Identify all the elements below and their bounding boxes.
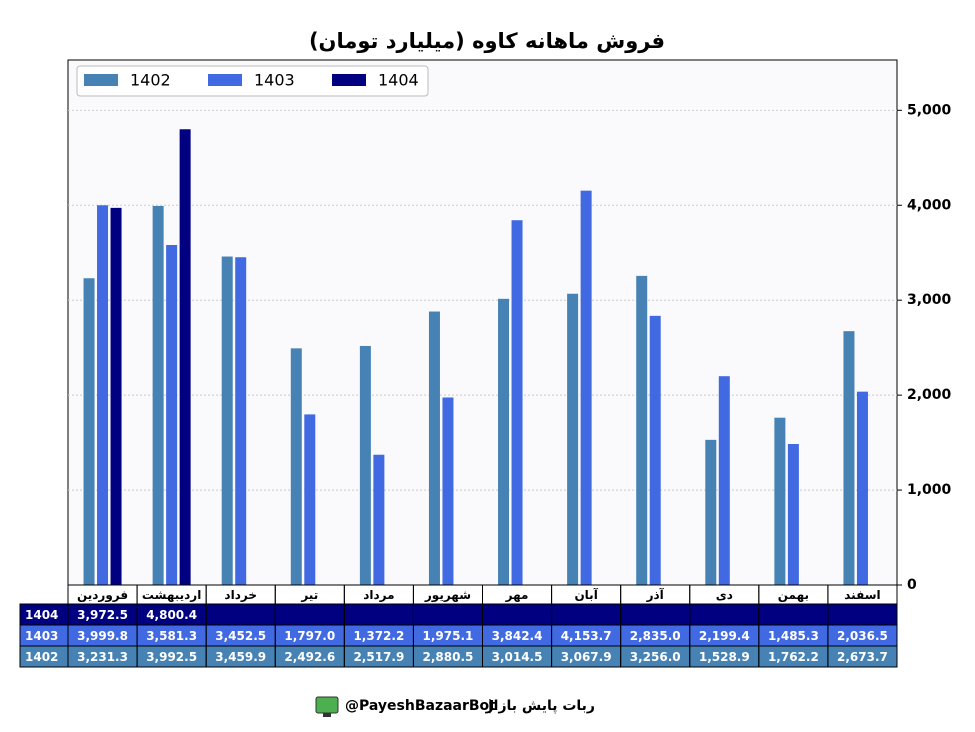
legend xyxy=(76,65,429,97)
table-value: 3,459.9 xyxy=(215,650,266,664)
table-cell xyxy=(827,645,898,668)
table-value: 3,067.9 xyxy=(561,650,612,664)
bar xyxy=(567,293,579,585)
legend-label: 1402 xyxy=(130,71,171,90)
footer-handle: @PayeshBazaarBot xyxy=(345,698,496,714)
table-value: 2,835.0 xyxy=(630,629,681,643)
table-value: 3,256.0 xyxy=(630,650,681,664)
table-value: 3,231.3 xyxy=(77,650,128,664)
table-value: 3,972.5 xyxy=(77,608,128,622)
bar xyxy=(856,391,868,585)
category-label: فروردین xyxy=(77,588,128,603)
table-value: 1,485.3 xyxy=(768,629,819,643)
row-label: 1404 xyxy=(25,608,58,622)
bar xyxy=(97,205,109,585)
table-value: 2,880.5 xyxy=(423,650,474,664)
table-value: 1,762.2 xyxy=(768,650,819,664)
legend-swatch xyxy=(332,74,366,86)
bar xyxy=(787,443,799,585)
table-value: 2,673.7 xyxy=(837,650,888,664)
table-value: 3,452.5 xyxy=(215,629,266,643)
legend-label: 1404 xyxy=(378,71,419,90)
row-label: 1403 xyxy=(25,629,58,643)
y-tick-label: 4,000 xyxy=(907,197,952,213)
footer-name: ربات پایش بازار xyxy=(485,698,595,714)
bar xyxy=(843,331,855,585)
row-label: 1402 xyxy=(25,650,58,664)
category-label: اسفند xyxy=(844,588,880,602)
bar xyxy=(580,190,592,586)
category-label: آبان xyxy=(574,587,598,602)
bar xyxy=(359,345,371,585)
table-value: 4,800.4 xyxy=(146,608,197,622)
bar xyxy=(718,376,730,585)
table-value: 2,199.4 xyxy=(699,629,750,643)
y-tick-label: 0 xyxy=(907,577,917,593)
bar xyxy=(83,278,95,585)
bar xyxy=(221,256,233,585)
table-value: 3,842.4 xyxy=(492,629,543,643)
bar xyxy=(179,129,191,586)
category-label: خرداد xyxy=(224,588,257,602)
bar xyxy=(636,275,648,585)
bar xyxy=(442,397,454,585)
bar xyxy=(166,245,178,585)
bar xyxy=(152,205,164,585)
category-label: مهر xyxy=(505,588,529,602)
legend-label: 1403 xyxy=(254,71,295,90)
footer-separator: | xyxy=(488,698,493,714)
plot-area xyxy=(67,59,898,586)
table-value: 3,999.8 xyxy=(77,629,128,643)
table-value: 1,797.0 xyxy=(284,629,335,643)
table-value: 3,014.5 xyxy=(492,650,543,664)
table-value: 2,036.5 xyxy=(837,629,888,643)
category-label: اردیبهشت xyxy=(142,588,201,602)
table-value: 1,528.9 xyxy=(699,650,750,664)
y-tick-label: 2,000 xyxy=(907,387,952,403)
bar xyxy=(428,311,440,585)
table-value: 1,372.2 xyxy=(353,629,404,643)
table-value: 3,581.3 xyxy=(146,629,197,643)
y-tick-label: 3,000 xyxy=(907,292,952,308)
bar xyxy=(649,315,661,585)
bar xyxy=(774,417,786,585)
bar xyxy=(290,348,302,585)
category-label: مرداد xyxy=(363,588,394,602)
bar xyxy=(511,220,523,585)
y-tick-label: 1,000 xyxy=(907,482,952,498)
table-value: 3,992.5 xyxy=(146,650,197,664)
icon xyxy=(323,713,331,717)
bar xyxy=(304,414,316,585)
bar xyxy=(498,298,510,585)
category-label: تیر xyxy=(300,588,318,602)
legend-swatch xyxy=(208,74,242,86)
category-label: آذر xyxy=(646,587,665,602)
bar xyxy=(235,257,247,585)
category-label: بهمن xyxy=(778,588,809,602)
y-tick-label: 5,000 xyxy=(907,102,952,118)
bar xyxy=(110,207,122,585)
category-label: دی xyxy=(716,588,733,602)
chart-title: فروش ماهانه کاوه (میلیارد تومان) xyxy=(309,29,665,53)
table-value: 2,492.6 xyxy=(284,650,335,664)
legend-swatch xyxy=(84,74,118,86)
icon xyxy=(315,696,339,714)
category-label: شهریور xyxy=(424,588,471,603)
bar xyxy=(705,439,717,585)
table-value: 4,153.7 xyxy=(561,629,612,643)
table-value: 2,517.9 xyxy=(353,650,404,664)
table-value: 1,975.1 xyxy=(423,629,474,643)
bar xyxy=(373,454,385,585)
footer: @PayeshBazaarBot | ربات پایش بازار xyxy=(315,696,595,717)
